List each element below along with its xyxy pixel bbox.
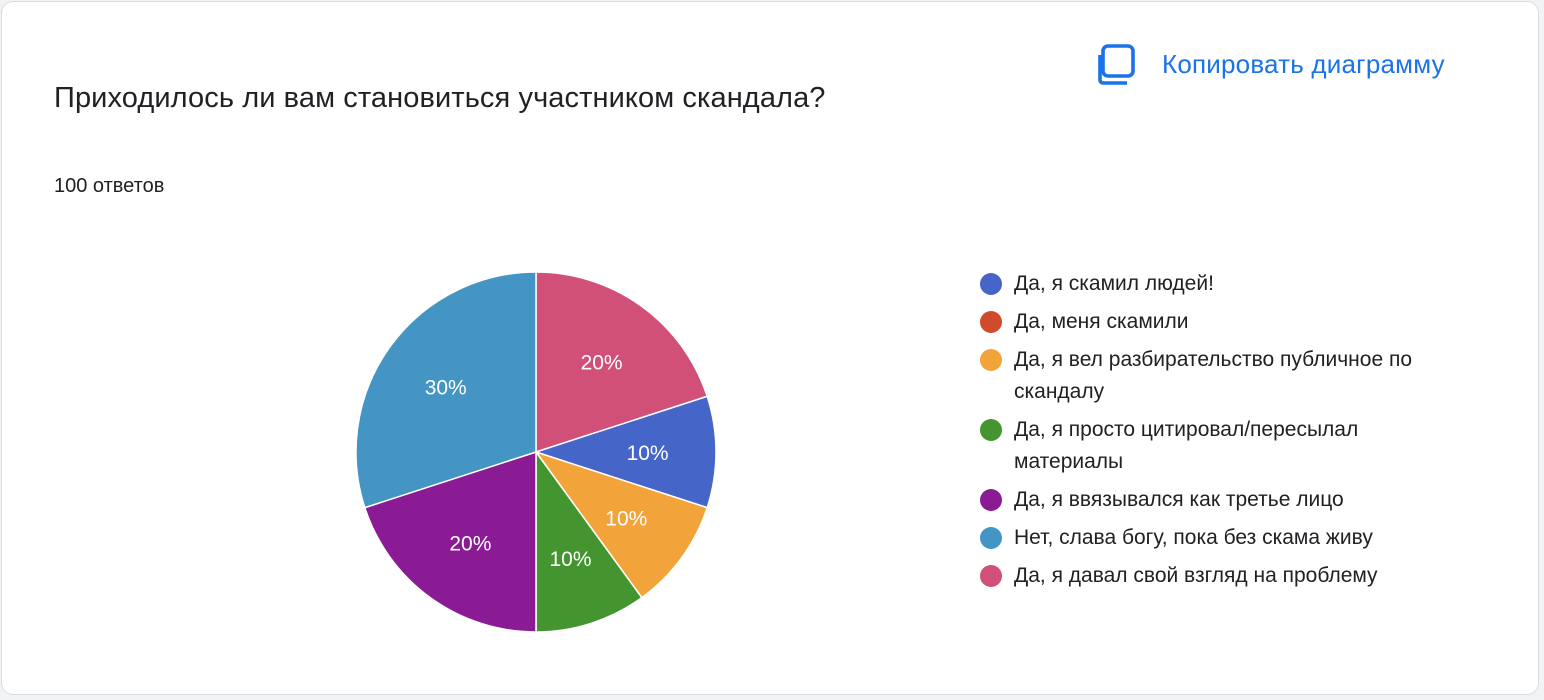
legend-item[interactable]: Да, я просто цитировал/пересылал материа…: [978, 414, 1458, 478]
pie-slice-5[interactable]: [363, 450, 537, 633]
legend-label: Да, я просто цитировал/пересылал материа…: [1014, 418, 1359, 473]
legend-label: Да, я скамил людей!: [1014, 272, 1214, 295]
pie-slice-label-1: 10%: [627, 442, 669, 465]
legend-item[interactable]: Да, я ввязывался как третье лицо: [978, 484, 1458, 516]
question-title: Приходилось ли вам становиться участнико…: [54, 82, 826, 114]
copy-chart-button[interactable]: Копировать диаграмму: [1098, 40, 1445, 88]
legend-item[interactable]: Да, меня скамили: [978, 306, 1458, 338]
legend-label: Нет, слава богу, пока без скама живу: [1014, 526, 1373, 549]
pie-slice-label-4: 10%: [549, 548, 591, 571]
legend-item[interactable]: Да, я скамил людей!: [978, 268, 1458, 300]
legend-swatch: [980, 349, 1002, 371]
pie-slice-4[interactable]: [535, 449, 643, 633]
legend-swatch: [980, 489, 1002, 511]
pie-slice-6[interactable]: [355, 271, 537, 509]
legend-swatch: [980, 527, 1002, 549]
pie-slice-label-6: 30%: [425, 376, 467, 399]
pie-chart: 20% 10% 10% 10% 20% 30%: [355, 271, 717, 633]
chart-legend: Да, я скамил людей! Да, меня скамили Да, я…: [978, 268, 1458, 598]
legend-swatch: [980, 311, 1002, 333]
pie-slice-0[interactable]: [535, 271, 709, 454]
pie-slice-label-5: 20%: [449, 532, 491, 555]
legend-label: Да, я вел разбирательство публичное по с…: [1014, 348, 1413, 403]
copy-chart-label: Копировать диаграмму: [1162, 48, 1445, 79]
legend-swatch: [980, 565, 1002, 587]
copy-icon: [1098, 44, 1135, 85]
response-count: 100 ответов: [54, 175, 165, 197]
legend-item[interactable]: Да, я давал свой взгляд на проблему: [978, 560, 1458, 592]
pie-slice-label-3: 10%: [605, 508, 647, 531]
legend-item[interactable]: Нет, слава богу, пока без скама живу: [978, 522, 1458, 554]
legend-label: Да, я ввязывался как третье лицо: [1014, 488, 1344, 511]
pie-slice-label-0: 20%: [581, 352, 623, 375]
legend-swatch: [980, 273, 1002, 295]
legend-swatch: [980, 419, 1002, 441]
pie-slice-1[interactable]: [533, 395, 717, 509]
legend-label: Да, я давал свой взгляд на проблему: [1014, 564, 1378, 587]
legend-label: Да, меня скамили: [1014, 310, 1189, 333]
legend-item[interactable]: Да, я вел разбирательство публичное по с…: [978, 344, 1458, 408]
pie-slice-3[interactable]: [534, 450, 709, 599]
